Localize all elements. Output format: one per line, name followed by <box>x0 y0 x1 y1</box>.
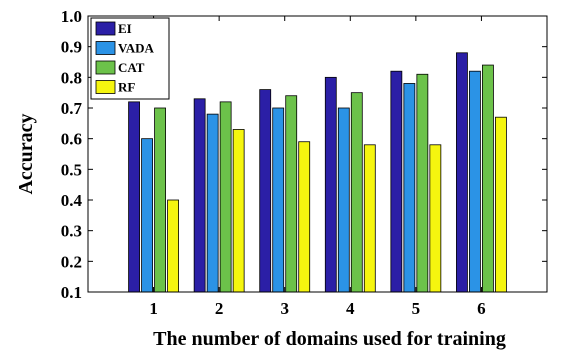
bar-vada-2 <box>206 113 219 293</box>
bar-rf-5 <box>429 144 442 293</box>
y-tick-label: 0.4 <box>61 191 83 210</box>
bar-vada-6 <box>469 70 481 293</box>
y-axis-title: Accuracy <box>15 113 37 194</box>
bar-vada-1 <box>141 138 153 293</box>
y-tick-label: 0.7 <box>61 99 83 118</box>
x-axis-title: The number of domains used for training <box>153 328 506 350</box>
bar-ei-3 <box>259 89 272 293</box>
y-tick-label: 0.2 <box>61 252 82 271</box>
bar-ei-1 <box>128 101 140 293</box>
x-tick-label: 2 <box>215 299 224 318</box>
bar-rf-6 <box>495 116 507 293</box>
bar-rf-3 <box>298 141 311 293</box>
bar-cat-5 <box>416 73 429 293</box>
legend-label-ei: EI <box>118 21 132 36</box>
y-tick-label: 0.6 <box>61 130 82 149</box>
bar-ei-6 <box>456 52 468 293</box>
x-tick-label: 6 <box>477 299 486 318</box>
bar-cat-1 <box>154 107 166 293</box>
legend-swatch-rf <box>95 80 116 94</box>
legend-label-vada: VADA <box>118 41 154 56</box>
bar-cat-3 <box>285 95 298 293</box>
axes-layer: 0.1 0.2 0.3 0.4 0.5 0.6 0.7 0.8 0.9 1.0 1 2 3 4 5 6 <box>61 7 547 318</box>
bar-vada-5 <box>403 83 416 293</box>
bars-layer <box>128 52 507 293</box>
legend-label-cat: CAT <box>118 60 145 75</box>
x-tick-label: 1 <box>149 299 158 318</box>
bar-ei-4 <box>324 76 337 293</box>
legend-swatch-vada <box>95 41 116 55</box>
bar-rf-1 <box>167 199 179 293</box>
bar-cat-4 <box>350 92 363 293</box>
bar-rf-4 <box>363 144 376 293</box>
plot-area-frame <box>87 15 548 293</box>
bar-ei-5 <box>390 70 403 293</box>
bar-vada-4 <box>337 107 350 293</box>
bar-rf-2 <box>232 129 245 293</box>
bar-cat-2 <box>219 101 232 293</box>
legend-label-rf: RF <box>118 80 135 95</box>
y-tick-label: 0.9 <box>61 38 82 57</box>
x-tick-label: 5 <box>412 299 421 318</box>
x-tick-label: 3 <box>280 299 289 318</box>
y-tick-label: 0.5 <box>61 160 82 179</box>
legend: EI VADA CAT RF <box>90 17 170 100</box>
y-tick-label: 0.3 <box>61 222 82 241</box>
bar-vada-3 <box>272 107 285 293</box>
legend-swatch-ei <box>95 21 116 36</box>
x-tick-label: 4 <box>346 299 355 318</box>
legend-swatch-cat <box>95 60 116 75</box>
y-tick-label: 0.1 <box>61 283 82 302</box>
y-tick-label: 0.8 <box>61 68 82 87</box>
bar-cat-6 <box>482 64 494 293</box>
y-tick-label: 1.0 <box>61 7 82 26</box>
bar-ei-2 <box>193 98 206 293</box>
